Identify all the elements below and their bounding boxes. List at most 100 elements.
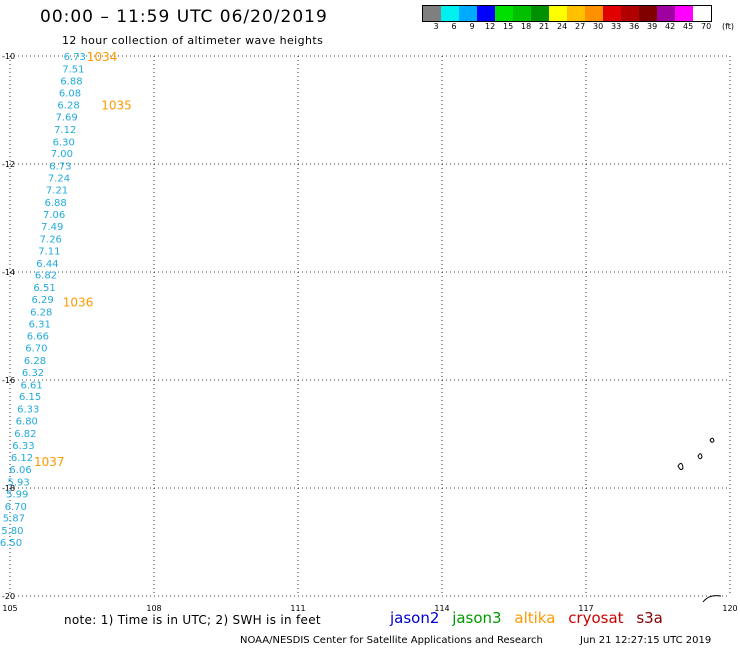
swh-value-label: 6.80: [16, 417, 38, 428]
generation-timestamp: Jun 21 12:27:15 UTC 2019: [580, 635, 712, 646]
legend-cryosat: cryosat: [568, 609, 624, 627]
swh-value-label: 6.15: [19, 392, 41, 403]
legend-s3a: s3a: [636, 609, 663, 627]
swh-value-label: 7.24: [48, 174, 70, 185]
lon-tick-label: 111: [290, 604, 305, 613]
swh-value-label: 6.88: [60, 76, 82, 87]
swh-value-label: 6.28: [57, 101, 79, 112]
pass-number-label: 1037: [34, 455, 65, 469]
colorbar-swatch: [513, 6, 531, 21]
swh-value-label: 6.44: [36, 259, 58, 270]
colorbar-swatch: [657, 6, 675, 21]
colorbar-unit: (ft): [722, 22, 735, 31]
colorbar-swatch: [549, 6, 567, 21]
colorbar-swatch: [639, 6, 657, 21]
colorbar-swatch: [459, 6, 477, 21]
swh-value-label: 6.70: [25, 344, 47, 355]
colorbar-swatch: [567, 6, 585, 21]
island-shape: [677, 462, 684, 471]
swh-value-label: 6.30: [53, 137, 75, 148]
islands: [677, 437, 722, 603]
swh-value-label: 6.66: [27, 332, 49, 343]
lat-tick-label: -12: [2, 160, 15, 169]
colorbar-swatch: [477, 6, 495, 21]
swh-value-label: 6.70: [5, 502, 27, 513]
swh-value-label: 5.93: [8, 478, 30, 489]
swh-value-label: 5.87: [3, 514, 25, 525]
satellite-legend: jason2 jason3 altika cryosat s3a: [390, 609, 671, 627]
colorbar-label: 30: [593, 22, 604, 31]
swh-value-label: 5.80: [1, 526, 23, 537]
lon-tick-label: 105: [2, 604, 17, 613]
swh-value-label: 6.33: [12, 441, 34, 452]
pass-number-label: 1035: [101, 99, 132, 113]
swh-value-label: 6.08: [59, 89, 81, 100]
pass-number-label: 1034: [87, 50, 118, 64]
colorbar-label: 21: [539, 22, 550, 31]
colorbar-label: 70: [701, 22, 712, 31]
colorbar-label: 18: [521, 22, 532, 31]
swh-value-label: 7.11: [38, 246, 60, 257]
swh-value-label: 6.73: [49, 162, 71, 173]
swh-value-label: 6.82: [14, 429, 36, 440]
swh-value-label: 6.73: [64, 52, 86, 63]
colorbar-swatch: [585, 6, 603, 21]
swh-value-label: 6.12: [11, 453, 33, 464]
colorbar-swatch: [495, 6, 513, 21]
swh-value-label: 6.82: [35, 271, 57, 282]
colorbar-label: 24: [557, 22, 568, 31]
swh-value-label: 6.28: [30, 307, 52, 318]
lat-tick-label: -14: [2, 268, 15, 277]
colorbar-swatch: [675, 6, 693, 21]
swh-value-label: 7.69: [56, 112, 78, 123]
colorbar-swatch: [423, 6, 441, 21]
island-shape: [709, 437, 715, 443]
credit-text: NOAA/NESDIS Center for Satellite Applica…: [240, 635, 543, 646]
swh-value-label: 6.06: [9, 465, 31, 476]
colorbar-swatch: [441, 6, 459, 21]
colorbar-label: 27: [575, 22, 586, 31]
swh-value-label: 7.12: [54, 125, 76, 136]
swh-value-label: 7.00: [51, 149, 73, 160]
swh-value-label: 6.50: [0, 538, 22, 549]
colorbar-label: 45: [683, 22, 694, 31]
swh-value-label: 6.88: [44, 198, 66, 209]
lat-tick-label: -20: [2, 592, 15, 601]
colorbar-swatch: [693, 6, 711, 21]
lon-tick-label: 117: [578, 604, 593, 613]
map-axes: 105 108 111 114 117 120 -10 -12 -14 -16 -18 -20: [2, 52, 738, 613]
colorbar-swatch: [621, 6, 639, 21]
legend-jason3: jason3: [452, 609, 502, 627]
lon-tick-label: 114: [434, 604, 449, 613]
colorbar-label: 39: [647, 22, 658, 31]
swh-value-label: 6.31: [29, 319, 51, 330]
swh-value-label: 6.61: [20, 380, 42, 391]
chart-subtitle: 12 hour collection of altimeter wave hei…: [62, 34, 324, 47]
footnote: note: 1) Time is in UTC; 2) SWH is in fe…: [64, 613, 321, 627]
colorbar-label: 3: [433, 22, 439, 31]
colorbar-label: 6: [451, 22, 457, 31]
colorbar-label: 15: [503, 22, 514, 31]
colorbar-swatch: [603, 6, 621, 21]
swh-value-label: 7.06: [43, 210, 65, 221]
wave-height-colorbar: [422, 5, 712, 22]
swh-value-label: 5.99: [6, 489, 28, 500]
island-shape: [702, 595, 722, 603]
colorbar-labels: 3 6 9 12 15 18 21 24 27 30 33 36 39 42 45 70 (ft): [422, 22, 740, 34]
swh-value-label: 6.51: [33, 283, 55, 294]
colorbar-label: 33: [611, 22, 622, 31]
colorbar-label: 12: [485, 22, 496, 31]
swh-value-label: 7.26: [40, 235, 62, 246]
chart-title: 00:00 – 11:59 UTC 06/20/2019: [40, 7, 328, 27]
map-grid: [9, 55, 731, 597]
lon-tick-label: 120: [722, 604, 737, 613]
swh-value-label: 7.51: [62, 64, 84, 75]
lat-tick-label: -16: [2, 376, 15, 385]
colorbar-label: 42: [665, 22, 676, 31]
colorbar-label: 9: [469, 22, 475, 31]
island-shape: [697, 453, 703, 460]
legend-altika: altika: [514, 609, 556, 627]
pass-number-label: 1036: [63, 296, 94, 310]
lat-tick-label: -18: [2, 484, 15, 493]
